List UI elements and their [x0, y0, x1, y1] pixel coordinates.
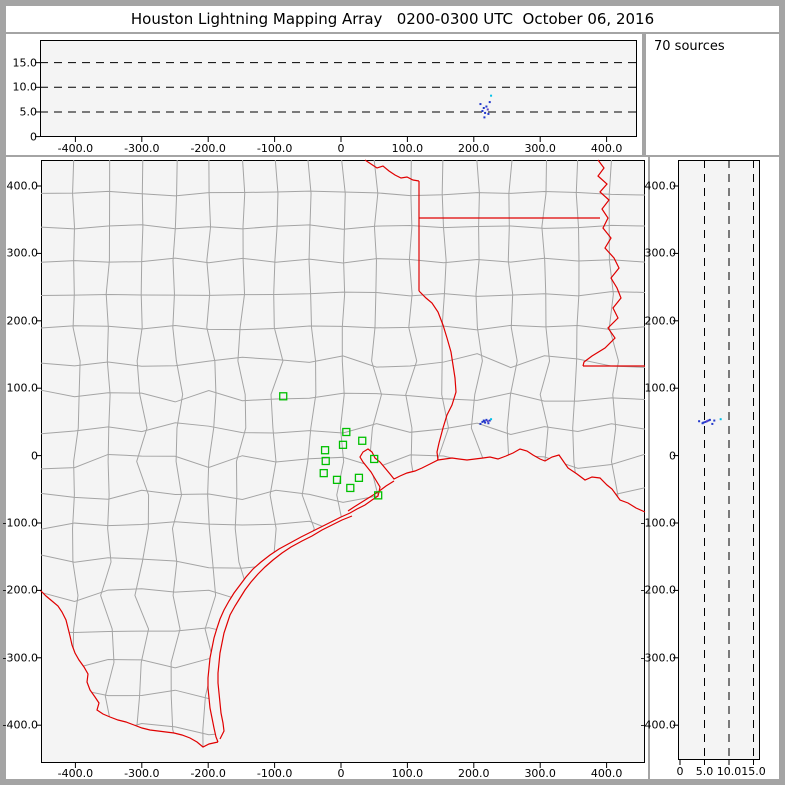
plan-view-map-panel — [6, 157, 648, 779]
right-panel-alt-tick-label: 5.0 — [695, 765, 714, 778]
right-panel-y-tick-label: -400.0 — [640, 718, 676, 732]
right-panel-alt-tick-label: 0 — [676, 765, 684, 778]
top-panel-x-tick-label: 0 — [337, 142, 345, 155]
right-panel-y-tick-label: 400.0 — [644, 179, 677, 193]
title-bar: Houston Lightning Mapping Array 0200-030… — [6, 6, 779, 32]
map-x-tick-label: -100.0 — [256, 767, 293, 780]
right-panel-y-tick-label: -100.0 — [640, 516, 676, 530]
map-y-tick-label: 400.0 — [6, 179, 39, 193]
top-panel-x-tick-label: -200.0 — [190, 142, 226, 155]
map-y-tick-label: -400.0 — [2, 718, 38, 732]
right-panel-y-tick-label: 300.0 — [644, 246, 677, 260]
right-panel-alt-tick-label: 15.0 — [741, 765, 766, 778]
map-x-tick-label: 0 — [337, 767, 345, 780]
map-x-tick-label: 200.0 — [458, 767, 490, 780]
top-panel-alt-tick-label: 15.0 — [12, 56, 38, 70]
top-panel-x-tick-label: -100.0 — [256, 142, 293, 155]
map-y-tick-label: 200.0 — [6, 314, 39, 328]
map-y-tick-label: 0 — [31, 449, 38, 463]
top-panel-x-tick-label: -400.0 — [57, 142, 94, 155]
map-y-tick-label: -200.0 — [2, 583, 38, 597]
map-y-tick-label: 100.0 — [6, 381, 39, 395]
right-panel-y-tick-label: -300.0 — [640, 651, 676, 665]
top-panel-x-tick-label: 300.0 — [524, 142, 556, 155]
altitude-vs-east-plot-area — [40, 40, 637, 137]
top-panel-alt-tick-label: 10.0 — [12, 80, 38, 94]
page-title: Houston Lightning Mapping Array 0200-030… — [130, 10, 655, 28]
top-panel-x-tick-label: 100.0 — [391, 142, 424, 155]
top-panel-x-tick-label: -300.0 — [124, 142, 160, 155]
source-count-panel: 70 sources — [646, 34, 779, 155]
map-x-tick-label: -400.0 — [57, 767, 94, 780]
map-x-tick-label: -200.0 — [190, 767, 226, 780]
right-panel-y-tick-label: -200.0 — [640, 583, 676, 597]
top-panel-x-tick-label: 400.0 — [590, 142, 623, 155]
right-panel-alt-tick-label: 10.0 — [716, 765, 742, 778]
plan-view-map-plot-area — [41, 160, 645, 763]
right-panel-y-tick-label: 200.0 — [644, 314, 677, 328]
right-panel-y-tick-label: 100.0 — [644, 381, 677, 395]
map-x-tick-label: 400.0 — [590, 767, 623, 780]
altitude-vs-north-plot-area — [678, 160, 760, 760]
map-x-tick-label: 100.0 — [391, 767, 424, 780]
map-y-tick-label: -300.0 — [2, 651, 38, 665]
source-count-label: 70 sources — [654, 39, 725, 54]
map-y-tick-label: -100.0 — [2, 516, 38, 530]
map-x-tick-label: 300.0 — [524, 767, 556, 780]
altitude-vs-east-panel — [6, 34, 642, 155]
right-panel-y-tick-label: 0 — [669, 449, 676, 463]
altitude-vs-north-panel — [650, 157, 779, 779]
top-panel-x-tick-label: 200.0 — [458, 142, 490, 155]
map-y-tick-label: 300.0 — [6, 246, 39, 260]
top-panel-alt-tick-label: 5.0 — [19, 105, 38, 119]
map-x-tick-label: -300.0 — [124, 767, 160, 780]
top-panel-alt-tick-label: 0 — [30, 130, 37, 144]
